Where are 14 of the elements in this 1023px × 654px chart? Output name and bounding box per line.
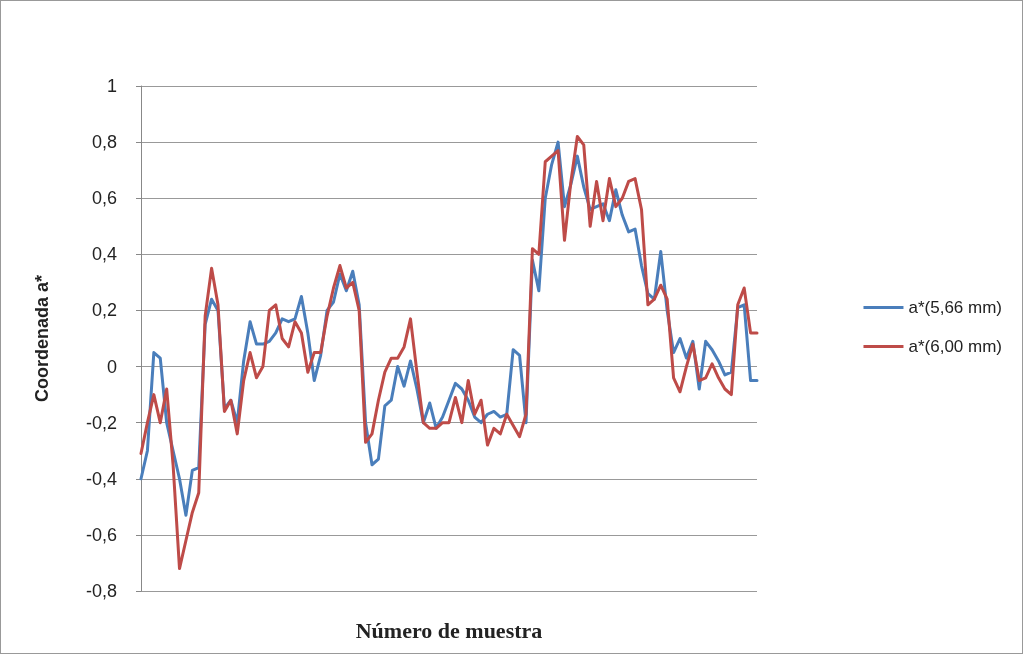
y-tick-label: -0,4 [85, 468, 117, 489]
y-tick-label: 0,4 [91, 244, 117, 265]
y-tick-label: -0,8 [85, 581, 117, 601]
y-tick-label: 0,2 [91, 300, 117, 321]
y-tick-label: 1 [106, 76, 117, 96]
y-tick-label: 0,6 [91, 188, 117, 209]
x-axis-title: Número de muestra [355, 617, 543, 643]
y-axis-title: Coordenada a* [32, 274, 52, 403]
y-tick-label: 0 [106, 356, 117, 377]
legend-label: a*(6,00 mm) [908, 337, 1003, 356]
y-tick-label: -0,6 [85, 524, 117, 545]
legend-label: a*(5,66 mm) [908, 298, 1003, 317]
y-tick-label: 0,8 [91, 132, 117, 153]
y-tick-label: -0,2 [85, 412, 117, 433]
